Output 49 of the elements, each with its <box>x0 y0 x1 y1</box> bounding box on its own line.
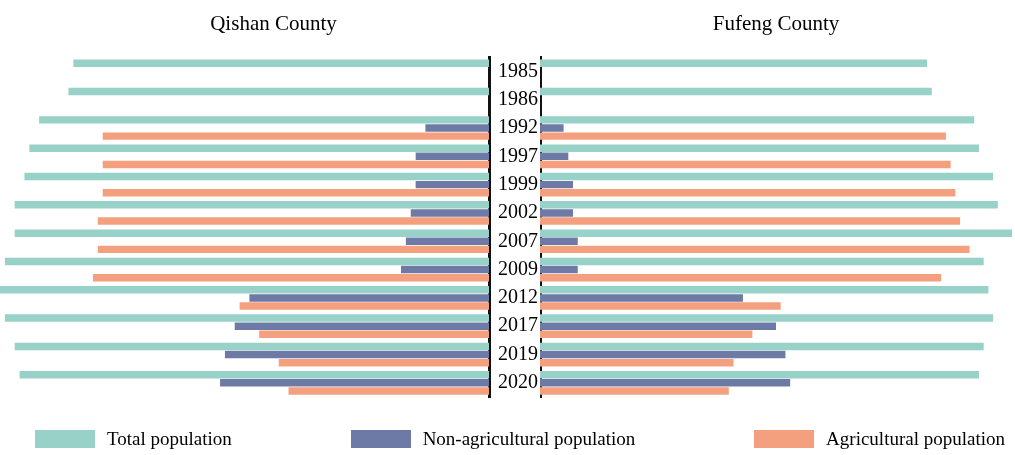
y-tick-label: 2012 <box>498 285 538 308</box>
y-tick-label: 2009 <box>498 256 538 279</box>
y-tick-label: 2017 <box>498 313 538 336</box>
bar <box>540 172 994 181</box>
bar <box>540 229 1012 237</box>
y-tick-label: 2019 <box>498 341 538 364</box>
bar <box>540 87 932 96</box>
bar <box>540 387 729 395</box>
y-tick-label: 2007 <box>498 228 538 251</box>
bar <box>540 330 753 339</box>
bar <box>540 379 791 387</box>
chart-title: Fufeng County <box>712 11 840 36</box>
bar <box>540 286 989 294</box>
bar <box>540 342 984 351</box>
bar <box>540 350 786 359</box>
y-tick-label: 1986 <box>498 86 538 109</box>
chart-title: Qishan County <box>210 11 338 36</box>
bar <box>540 273 942 282</box>
bar <box>540 116 975 124</box>
y-tick-label: 1999 <box>498 171 538 194</box>
bar <box>540 294 743 302</box>
bar <box>540 245 970 254</box>
legend-label: Non-agricultural population <box>422 428 636 450</box>
y-tick-label: 1985 <box>498 58 538 81</box>
bar <box>540 322 776 330</box>
bar <box>540 237 578 245</box>
y-tick-label: 2002 <box>498 200 538 223</box>
bar <box>540 201 998 209</box>
bar <box>540 152 569 161</box>
bar <box>540 358 734 367</box>
y-tick-label: 2020 <box>498 370 538 393</box>
bar <box>540 124 564 132</box>
bar <box>540 132 946 140</box>
bar <box>540 209 574 217</box>
bar <box>540 370 979 379</box>
bar <box>540 314 994 322</box>
y-tick-label: 1992 <box>498 115 538 138</box>
y-tick-label: 1997 <box>498 143 538 166</box>
legend-label: Total population <box>107 428 232 450</box>
bar <box>540 160 951 169</box>
bar <box>540 257 984 266</box>
bar <box>540 217 961 225</box>
bar <box>540 265 578 274</box>
bar <box>540 189 956 197</box>
bar <box>540 59 928 67</box>
bar <box>540 302 781 310</box>
bar <box>540 180 574 189</box>
legend-label: Agricultural population <box>826 428 1005 450</box>
bar <box>540 144 979 152</box>
